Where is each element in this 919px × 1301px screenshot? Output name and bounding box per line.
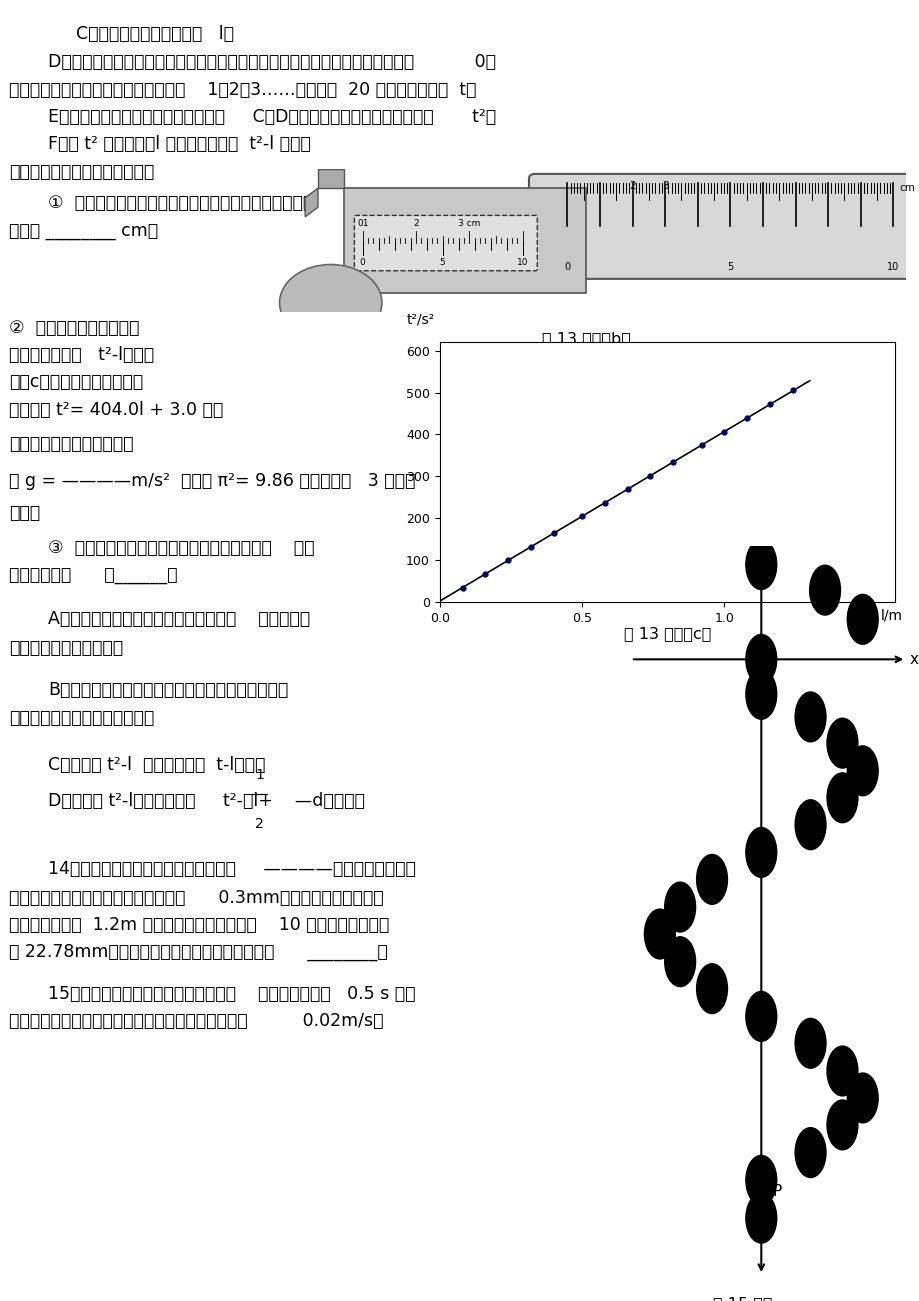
Ellipse shape — [696, 855, 727, 904]
Text: 分析正确的是      （______）: 分析正确的是 （______） — [9, 567, 177, 585]
Ellipse shape — [745, 670, 776, 719]
Ellipse shape — [745, 1193, 776, 1242]
Text: 运动到最高点开始计时；: 运动到最高点开始计时； — [9, 639, 123, 657]
Text: 2: 2 — [255, 817, 264, 831]
Text: A．不应在小球经过最低点时开始计时，    应该在小球: A．不应在小球经过最低点时开始计时， 应该在小球 — [48, 610, 310, 628]
Ellipse shape — [826, 1046, 857, 1095]
Text: 结合上述实验，完成下列任务：: 结合上述实验，完成下列任务： — [9, 163, 154, 181]
Text: D．不应作 t²-l图线，而应作     t²-（l+    —d）图线。: D．不应作 t²-l图线，而应作 t²-（l+ —d）图线。 — [48, 792, 364, 811]
Ellipse shape — [826, 773, 857, 822]
Text: 10: 10 — [886, 262, 899, 272]
Ellipse shape — [745, 1155, 776, 1205]
Ellipse shape — [664, 882, 695, 932]
Text: 第 15 题图: 第 15 题图 — [712, 1296, 772, 1301]
Circle shape — [279, 264, 381, 341]
Text: t²/s²: t²/s² — [406, 312, 435, 327]
Text: 此可以得出当地的重力加速: 此可以得出当地的重力加速 — [9, 435, 133, 453]
Text: 一次，拍摄时底片从下向上作匀速运动的速度大小是          0.02m/s。: 一次，拍摄时底片从下向上作匀速运动的速度大小是 0.02m/s。 — [9, 1012, 383, 1030]
Text: 数字）: 数字） — [9, 503, 40, 522]
Text: B．开始计时后，不应记录小球经过最低点的次数，: B．开始计时后，不应记录小球经过最低点的次数， — [48, 680, 288, 699]
Ellipse shape — [643, 909, 675, 959]
Ellipse shape — [745, 540, 776, 589]
Ellipse shape — [745, 991, 776, 1041]
Ellipse shape — [745, 827, 776, 877]
Text: cm: cm — [899, 183, 914, 194]
Text: 利用计算机作出   t²-l图线如: 利用计算机作出 t²-l图线如 — [9, 346, 154, 364]
Text: 0: 0 — [563, 262, 570, 272]
Ellipse shape — [745, 635, 776, 684]
Text: 2: 2 — [629, 181, 635, 191]
Text: 3: 3 — [661, 181, 668, 191]
Text: C．用米尺测量悬线的长度   l；: C．用米尺测量悬线的长度 l； — [76, 26, 234, 43]
Ellipse shape — [809, 565, 840, 615]
Text: 度 g = ————m/s²  。（取 π²= 9.86 ，结果保留   3 位有效: 度 g = ————m/s² 。（取 π²= 9.86 ，结果保留 3 位有效 — [9, 472, 415, 490]
Text: 3 cm: 3 cm — [458, 219, 480, 228]
Text: 图（c）所示。根据图线拟合: 图（c）所示。根据图线拟合 — [9, 373, 143, 392]
Text: 此后小球每经过最低点一次，依次计数    1、2、3……。当数到  20 时，测得时间为  t；: 此后小球每经过最低点一次，依次计数 1、2、3……。当数到 20 时，测得时间为… — [9, 81, 476, 99]
Text: 缝时，在离双缝  1.2m 远的屏上，用测量头测出    10 个亮条纹间的距离: 缝时，在离双缝 1.2m 远的屏上，用测量头测出 10 个亮条纹间的距离 — [9, 916, 389, 934]
Text: 5: 5 — [439, 259, 445, 267]
Text: C．不应作 t²-l  图线，而应作  t-l图线；: C．不应作 t²-l 图线，而应作 t-l图线； — [48, 756, 265, 774]
Polygon shape — [305, 189, 318, 217]
Text: 第 13 题图（c）: 第 13 题图（c） — [623, 626, 710, 641]
Text: 而应记录小球做全振动的次数；: 而应记录小球做全振动的次数； — [9, 709, 154, 727]
Text: 14．杨氏双缝干涉实验证明，光的确是     ————，在用双缝干涉测: 14．杨氏双缝干涉实验证明，光的确是 ————，在用双缝干涉测 — [48, 860, 415, 878]
Ellipse shape — [696, 964, 727, 1013]
Text: F．以 t² 为纵坐标、l 为横坐标，作出  t²-l 图线。: F．以 t² 为纵坐标、l 为横坐标，作出 t²-l 图线。 — [48, 135, 311, 154]
Bar — [343, 189, 585, 293]
Text: 2: 2 — [413, 219, 418, 228]
FancyBboxPatch shape — [528, 174, 912, 278]
Text: cm: cm — [875, 183, 896, 198]
Text: 第 13 题图（b）: 第 13 题图（b） — [541, 330, 630, 346]
FancyBboxPatch shape — [354, 216, 537, 271]
Ellipse shape — [664, 937, 695, 986]
Text: 10: 10 — [516, 259, 528, 267]
Ellipse shape — [846, 595, 878, 644]
Text: 1: 1 — [255, 768, 264, 782]
Text: 得到方程 t²= 404.0l + 3.0 。由: 得到方程 t²= 404.0l + 3.0 。由 — [9, 401, 223, 419]
Polygon shape — [318, 169, 343, 189]
Text: 的值为 ________ cm。: 的值为 ________ cm。 — [9, 222, 158, 241]
Ellipse shape — [794, 800, 825, 850]
Text: ②  该同学根据实验数据，: ② 该同学根据实验数据， — [9, 319, 140, 337]
Ellipse shape — [826, 1099, 857, 1150]
Text: 为 22.78mm，由此可以求得这种单色光的波长是      ________。: 为 22.78mm，由此可以求得这种单色光的波长是 ________。 — [9, 943, 388, 961]
Text: D．让小球在竖直平面内小角度摆动。当小球经过最低点时开始计时，并计数为           0，: D．让小球在竖直平面内小角度摆动。当小球经过最低点时开始计时，并计数为 0， — [48, 53, 495, 72]
Text: ①  用游标卡尺测量小球的直径。某次测量的示数如图（              b）所示，读出小球直径 d: ① 用游标卡尺测量小球的直径。某次测量的示数如图（ b）所示，读出小球直径 d — [48, 194, 521, 212]
Ellipse shape — [826, 718, 857, 768]
Text: 01: 01 — [357, 219, 368, 228]
Ellipse shape — [846, 1073, 878, 1123]
Text: 量波长的实验中，已知两缝间的距离为      0.3mm，以某中单色光照明双: 量波长的实验中，已知两缝间的距离为 0.3mm，以某中单色光照明双 — [9, 889, 383, 907]
Text: E．多次改变悬线长度，重复实验步骤     C、D；并记下每次与悬线长度对应的       t²；: E．多次改变悬线长度，重复实验步骤 C、D；并记下每次与悬线长度对应的 t²； — [48, 108, 495, 126]
Text: 5: 5 — [726, 262, 732, 272]
Ellipse shape — [794, 1128, 825, 1177]
Text: l/m: l/m — [880, 609, 902, 623]
Ellipse shape — [846, 745, 878, 796]
Ellipse shape — [794, 692, 825, 742]
Text: ③  从理论上分析图线没有过坐标原点的原因，    下列: ③ 从理论上分析图线没有过坐标原点的原因， 下列 — [48, 539, 314, 557]
Text: 15．如图所示是弹簧振子的频闪照片，    已知频闪仪每隔   0.5 s 闪光: 15．如图所示是弹簧振子的频闪照片， 已知频闪仪每隔 0.5 s 闪光 — [48, 985, 414, 1003]
Ellipse shape — [794, 1019, 825, 1068]
Text: P: P — [772, 1184, 781, 1198]
Text: 0: 0 — [359, 259, 365, 267]
Text: x: x — [908, 652, 917, 667]
